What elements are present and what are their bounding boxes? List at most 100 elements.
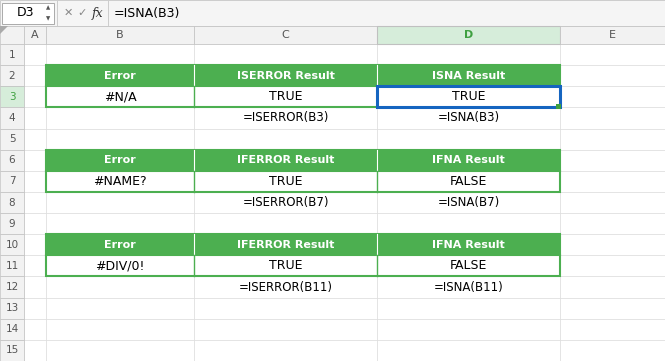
Bar <box>0 319 24 340</box>
Bar <box>0 255 24 277</box>
Bar <box>46 234 194 255</box>
Text: =ISNA(B3): =ISNA(B3) <box>438 112 499 125</box>
Bar <box>24 277 46 297</box>
Bar <box>556 104 561 109</box>
Text: 1: 1 <box>9 49 15 60</box>
Bar <box>377 340 560 361</box>
Bar <box>194 150 377 171</box>
Text: ✓: ✓ <box>77 8 86 18</box>
Text: Error: Error <box>104 71 136 81</box>
Bar <box>194 44 377 65</box>
Bar <box>194 255 377 277</box>
Text: D: D <box>464 30 473 40</box>
Bar <box>24 255 46 277</box>
Text: TRUE: TRUE <box>269 90 303 103</box>
Text: 4: 4 <box>9 113 15 123</box>
Text: FALSE: FALSE <box>450 260 487 273</box>
Bar <box>194 297 377 319</box>
Bar <box>24 150 46 171</box>
Bar <box>0 171 24 192</box>
Text: TRUE: TRUE <box>452 90 485 103</box>
Bar <box>0 277 24 297</box>
Text: A: A <box>31 30 39 40</box>
Bar <box>560 277 665 297</box>
Bar <box>0 65 24 86</box>
Text: #N/A: #N/A <box>104 90 136 103</box>
Text: TRUE: TRUE <box>269 175 303 188</box>
Text: =ISNA(B11): =ISNA(B11) <box>434 280 503 293</box>
Bar <box>24 86 46 108</box>
Bar <box>46 319 194 340</box>
Bar <box>0 297 24 319</box>
Bar <box>0 340 24 361</box>
Bar <box>46 129 194 150</box>
Bar <box>377 319 560 340</box>
Text: B: B <box>116 30 124 40</box>
Bar <box>194 340 377 361</box>
Bar <box>0 86 24 108</box>
Bar <box>377 213 560 234</box>
Bar <box>377 65 560 86</box>
Bar <box>560 297 665 319</box>
Bar <box>560 150 665 171</box>
Bar <box>560 192 665 213</box>
Bar <box>560 255 665 277</box>
Bar <box>560 171 665 192</box>
Bar <box>560 108 665 129</box>
Text: ✕: ✕ <box>63 8 72 18</box>
Bar <box>194 171 377 192</box>
Text: IFNA Result: IFNA Result <box>432 240 505 250</box>
Bar <box>377 171 560 192</box>
Text: =ISNA(B7): =ISNA(B7) <box>438 196 499 209</box>
Bar <box>46 277 194 297</box>
Bar <box>46 86 560 108</box>
Bar <box>377 192 560 213</box>
Text: IFERROR Result: IFERROR Result <box>237 240 334 250</box>
Bar <box>24 65 46 86</box>
Bar <box>46 340 194 361</box>
Text: =ISERROR(B7): =ISERROR(B7) <box>242 196 329 209</box>
Bar <box>560 234 665 255</box>
Text: 12: 12 <box>5 282 19 292</box>
Bar <box>560 129 665 150</box>
Bar <box>194 234 377 255</box>
Bar <box>194 319 377 340</box>
Bar <box>0 192 24 213</box>
Bar <box>0 234 24 255</box>
Bar <box>0 150 24 171</box>
Text: fx: fx <box>92 6 104 19</box>
Text: IFNA Result: IFNA Result <box>432 155 505 165</box>
Bar <box>194 213 377 234</box>
Bar <box>0 0 665 26</box>
Text: ISNA Result: ISNA Result <box>432 71 505 81</box>
Bar <box>0 129 24 150</box>
Bar <box>46 86 194 108</box>
Text: =ISNA(B3): =ISNA(B3) <box>114 6 180 19</box>
Bar <box>194 277 377 297</box>
Bar <box>194 86 377 108</box>
Bar <box>560 86 665 108</box>
Text: ▲: ▲ <box>46 5 50 10</box>
Bar <box>194 192 377 213</box>
Text: ▼: ▼ <box>46 16 50 21</box>
Bar <box>46 234 560 255</box>
Bar <box>46 213 194 234</box>
Bar <box>194 65 377 86</box>
Bar <box>46 44 194 65</box>
Bar <box>46 65 194 86</box>
Bar <box>377 44 560 65</box>
Text: 14: 14 <box>5 324 19 334</box>
Bar <box>24 319 46 340</box>
Bar <box>560 213 665 234</box>
Text: E: E <box>609 30 616 40</box>
Bar <box>24 297 46 319</box>
Bar <box>560 26 665 44</box>
Text: #DIV/0!: #DIV/0! <box>95 260 145 273</box>
Bar <box>24 192 46 213</box>
Bar <box>46 255 194 277</box>
Text: 2: 2 <box>9 71 15 81</box>
Text: Error: Error <box>104 240 136 250</box>
Text: 7: 7 <box>9 177 15 186</box>
Bar <box>24 129 46 150</box>
Text: D3: D3 <box>17 6 35 19</box>
